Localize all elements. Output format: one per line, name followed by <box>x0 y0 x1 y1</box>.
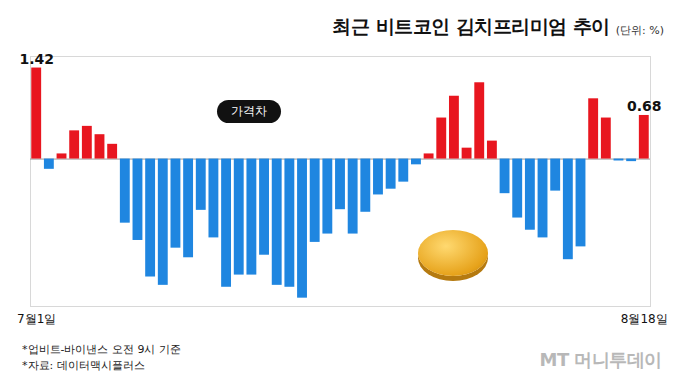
html-text:*자료: 데이터맥시플러스: *자료: 데이터맥시플러스 <box>22 359 145 372</box>
html-text:*업비트-바이낸스 오전 9시 기준: *업비트-바이낸스 오전 9시 기준 <box>22 343 181 356</box>
html-text:최근 비트코인 김치프리미엄 추이 (단위: %): 최근 비트코인 김치프리미엄 추이 (단위: %) <box>332 15 664 37</box>
html-text:MT 머니투데이: MT 머니투데이 <box>539 349 662 370</box>
svg-text:1.42: 1.42 <box>19 51 54 67</box>
svg-text:0.68: 0.68 <box>627 98 662 114</box>
html-text:가격차: 가격차 <box>231 104 268 118</box>
svg-text:8월18일: 8월18일 <box>621 312 668 326</box>
svg-text:7월1일: 7월1일 <box>17 312 56 326</box>
